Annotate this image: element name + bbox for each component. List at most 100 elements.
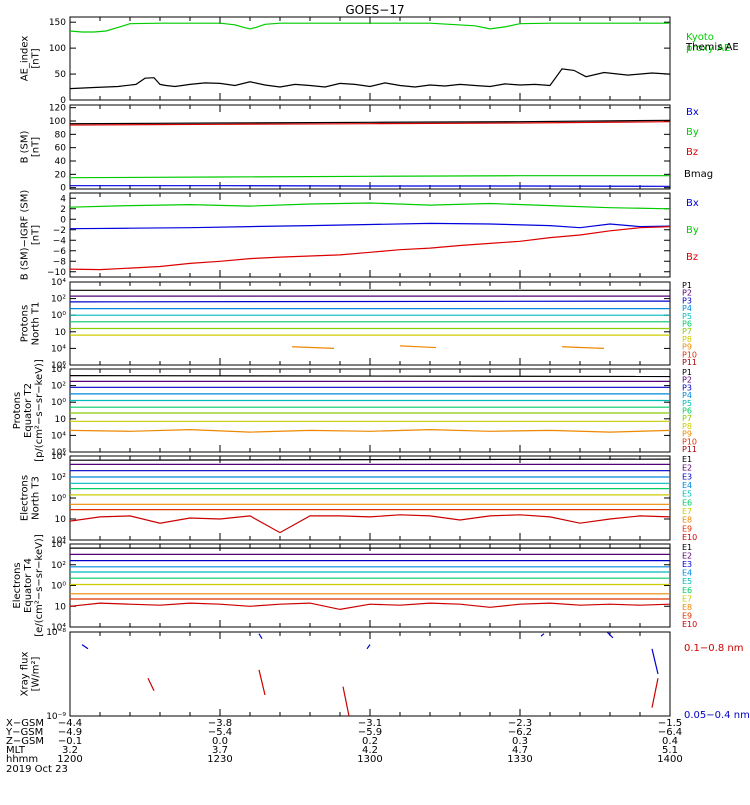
series-segment	[82, 645, 88, 649]
series-line	[70, 203, 670, 209]
series-group	[70, 376, 670, 433]
legend-entry: Bz	[686, 252, 698, 263]
panel-bsm: 0 20 40 60 80 100 120 B (SM) [nT] Bx By Bz Bmag	[20, 104, 714, 194]
series-group	[70, 459, 670, 532]
legend-label: E4	[682, 481, 692, 490]
y-tick-label: 50	[55, 70, 67, 80]
chart-title: GOES−17	[345, 3, 404, 17]
y-tick-label: 10⁲	[55, 515, 67, 525]
legend-entry: E6	[682, 498, 692, 507]
legend-entry: E8	[682, 516, 692, 525]
y-tick-label: 10⁴	[51, 365, 66, 375]
series-segment	[148, 678, 154, 691]
y-tick-label: 10⁴	[51, 344, 66, 354]
legend-label: E7	[682, 507, 692, 516]
y-axis-label: Electrons	[20, 475, 31, 521]
series-line	[70, 23, 670, 32]
y-tick-label: 10²	[51, 473, 66, 483]
series-group	[70, 23, 670, 88]
y-tick-label: 2	[60, 205, 66, 215]
legend-entry: E9	[682, 524, 692, 533]
legend-entry: E4	[682, 481, 692, 490]
legend-label: By	[686, 225, 699, 236]
legend-entry: E7	[682, 507, 692, 516]
y-axis-label: AE_index	[20, 36, 31, 82]
y-tick-label: 100	[49, 44, 66, 54]
y-tick-label: 10⁰	[51, 582, 66, 592]
legend-entry: E3	[682, 472, 692, 481]
ephemeris-value: 1400	[657, 754, 682, 765]
y-axis-label: [nT]	[31, 225, 42, 245]
ephemeris-row: MLT 3.2 3.7 4.2 4.7 5.1	[6, 745, 678, 756]
y-tick-label: 10⁴	[51, 278, 66, 288]
legend-label: 0.05−0.4 nm	[684, 710, 750, 721]
legend-label: Bz	[686, 252, 698, 263]
legend-label: 0.1−0.8 nm	[684, 643, 743, 654]
y-axis-label: Protons	[12, 392, 23, 429]
y-tick-label: 80	[55, 130, 67, 140]
y-tick-label: 0	[60, 184, 66, 194]
ephemeris-row: Y−GSM −4.9 −5.4 −5.9 −6.2 −6.4	[5, 727, 682, 738]
legend-entry: 0.1−0.8 nm	[684, 643, 743, 654]
legend-label: E5	[682, 490, 692, 499]
y-axis-label: Equator T4	[23, 558, 34, 613]
legend-label: By	[686, 127, 699, 138]
y-tick-label: 10⁰	[51, 398, 66, 408]
series-segment	[259, 634, 262, 639]
panel-frame	[70, 17, 670, 100]
legend-label: P11	[682, 358, 697, 367]
series-group	[70, 548, 670, 609]
y-tick-label: −8	[53, 257, 67, 267]
y-axis-label: Xray flux	[20, 652, 31, 697]
y-tick-label: 10⁴	[51, 540, 66, 550]
legend-entry: By	[686, 225, 699, 236]
series-segment	[292, 347, 334, 349]
y-tick-label: 10²	[51, 561, 66, 571]
panels: 050100150AE_index [nT]Kyotoproxy AEThemis…	[12, 17, 750, 722]
legend-entry: E2	[682, 464, 692, 473]
y-axis-label: North T1	[31, 302, 42, 346]
legend-label: E6	[682, 498, 692, 507]
series-segment	[541, 634, 544, 637]
series-line	[70, 227, 670, 270]
legend-entry: Bmag	[684, 169, 713, 180]
series-group	[82, 632, 658, 716]
legend-label: P11	[682, 445, 697, 454]
legend-label: Bx	[686, 198, 699, 209]
legend-label: E2	[682, 464, 692, 473]
panel-xray: 10⁻⁹ 10⁻⁸ Xray flux [W/m²] 0.1−0.8 nm 0.05−0.…	[20, 628, 750, 722]
panel-frame	[70, 456, 670, 540]
legend-label: E9	[682, 524, 692, 533]
legend-entry: Bx	[686, 107, 699, 118]
legend-entry: 0.05−0.4 nm	[684, 710, 750, 721]
y-axis-label: North T3	[31, 476, 42, 520]
y-axis-label: Protons	[20, 305, 31, 342]
legend-entry: Bz	[686, 147, 698, 158]
panel-ae: 050100150AE_index [nT]Kyotoproxy AEThemis…	[20, 17, 739, 106]
y-tick-label: −4	[53, 236, 67, 246]
y-tick-label: −6	[53, 247, 67, 257]
series-segment	[652, 649, 658, 674]
legend-label: Themis AE	[685, 42, 739, 53]
ephemeris-row: Z−GSM −0.1 0.0 0.2 0.3 0.4	[6, 736, 678, 747]
y-tick-label: −2	[53, 226, 66, 236]
y-tick-label: 10²	[51, 382, 66, 392]
series-group	[70, 203, 670, 270]
series-segment	[343, 687, 349, 716]
legend-label: E10	[682, 620, 697, 629]
legend-entry: E10	[682, 533, 697, 542]
series-line	[70, 69, 670, 89]
series-segment	[400, 346, 436, 348]
legend-entry: Bx	[686, 198, 699, 209]
series-line	[70, 186, 670, 187]
legend-label: E1	[682, 455, 692, 464]
series-line	[70, 176, 670, 178]
y-tick-label: 60	[55, 144, 67, 154]
ephemeris-value: 1300	[357, 754, 382, 765]
panel-en: 10⁴ 10⁲ 10⁰ 10² 10⁴ Electrons North T3 E1E2E3E4…	[20, 452, 698, 546]
y-axis-label: [e/(cm²−s−sr−keV)]	[34, 534, 45, 637]
y-tick-label: 10⁰	[51, 494, 66, 504]
y-tick-label: 20	[55, 170, 67, 180]
y-tick-label: 10⁲	[55, 602, 67, 612]
